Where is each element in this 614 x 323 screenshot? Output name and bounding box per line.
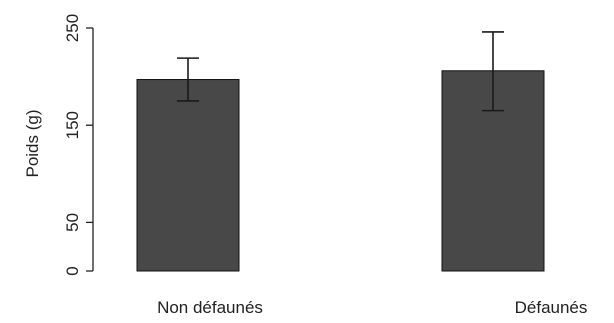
y-axis: 0 50 150 250 [63, 14, 94, 276]
x-category-label: Défaunés [515, 298, 588, 317]
x-category-label: Non défaunés [157, 298, 263, 317]
y-tick-label: 150 [63, 111, 82, 139]
y-tick-label: 0 [63, 266, 82, 275]
y-tick-label: 50 [63, 213, 82, 232]
bar-non-defaunes [136, 79, 240, 272]
bar-defaunes [441, 70, 545, 272]
x-axis-labels: Non défaunés Défaunés [157, 298, 587, 317]
y-axis-title: Poids (g) [23, 109, 42, 177]
y-tick-label: 250 [63, 14, 82, 42]
error-bars-group [177, 31, 504, 112]
bars-group [136, 70, 545, 272]
